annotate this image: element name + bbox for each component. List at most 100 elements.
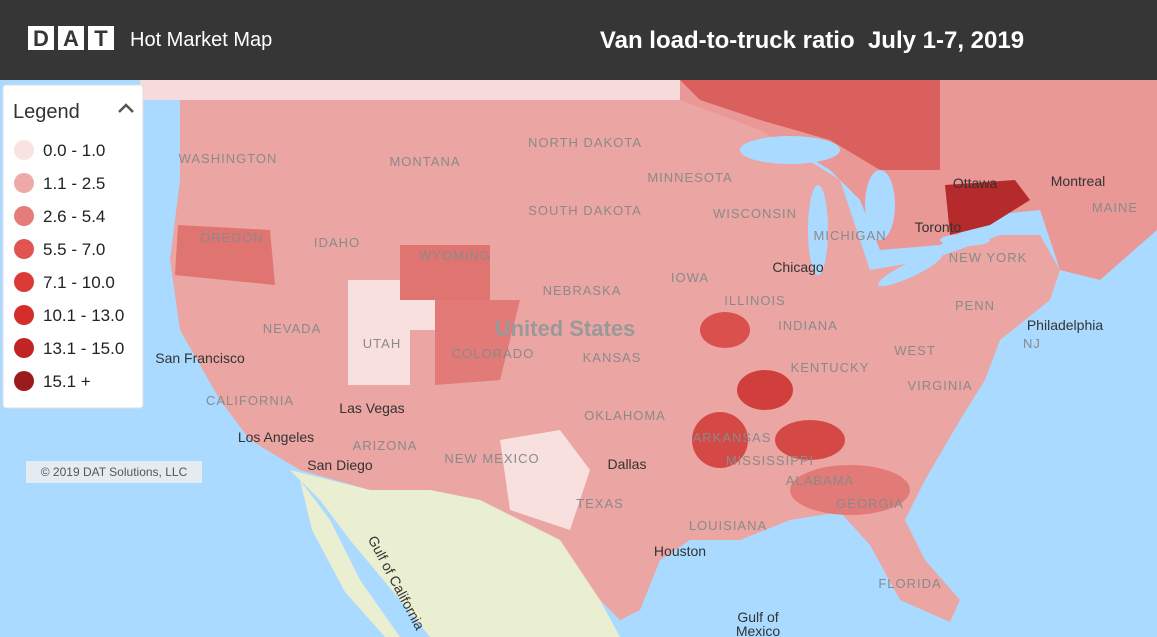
missouri-hot [737, 370, 793, 410]
map-label: United States [495, 316, 636, 341]
map-label: Mexico [736, 623, 781, 637]
map-label: GEORGIA [836, 496, 904, 511]
map-label: UTAH [363, 336, 401, 351]
map-label: NEW YORK [949, 250, 1028, 265]
map-label: Toronto [915, 219, 962, 235]
map-label: Dallas [608, 456, 647, 472]
map-label: SOUTH DAKOTA [528, 203, 642, 218]
map-label: NEVADA [263, 321, 322, 336]
map-label: ARIZONA [353, 438, 418, 453]
map-label: LOUISIANA [689, 518, 767, 533]
colorado [435, 300, 520, 385]
legend-swatch [14, 272, 34, 292]
arkansas-hot [692, 412, 748, 468]
map-label: ARKANSAS [693, 430, 772, 445]
map-label: Las Vegas [339, 400, 404, 416]
utah-light [348, 280, 435, 385]
header [0, 0, 1157, 80]
ontario-hot [945, 180, 1030, 235]
legend-title: Legend [13, 101, 80, 123]
logo-box [58, 26, 84, 50]
map-label: San Francisco [155, 350, 245, 366]
legend-collapse[interactable] [118, 103, 134, 113]
map-labels: WASHINGTON MONTANA NORTH DAKOTA SOUTH DA… [155, 135, 1138, 637]
map-label: CALIFORNIA [206, 393, 294, 408]
map-label: ALABAMA [786, 473, 854, 488]
map-label: OKLAHOMA [584, 408, 666, 423]
wyoming [400, 245, 490, 300]
map-label: MISSISSIPPI [726, 453, 814, 468]
copyright: © 2019 DAT Solutions, LLC [41, 465, 188, 479]
lake-ontario [940, 234, 990, 246]
lake-superior [740, 136, 840, 164]
legend-label: 2.6 - 5.4 [43, 207, 105, 226]
logo-letter: A [63, 26, 79, 51]
map-label: NEW MEXICO [444, 451, 539, 466]
legend-label: 13.1 - 15.0 [43, 339, 124, 358]
map-label: Montreal [1051, 173, 1105, 189]
map-label: MINNESOTA [647, 170, 732, 185]
kansas-city-hot [700, 312, 750, 348]
map-label: MAINE [1092, 200, 1138, 215]
oregon [175, 225, 275, 285]
map-label: MICHIGAN [814, 228, 887, 243]
legend-label: 15.1 + [43, 372, 91, 391]
copyright-bg [26, 461, 202, 483]
map-label: COLORADO [452, 346, 534, 361]
map-label: TEXAS [576, 496, 624, 511]
legend-swatch [14, 305, 34, 325]
map-label: Ottawa [953, 175, 998, 191]
baja [300, 480, 400, 637]
legend-label: 7.1 - 10.0 [43, 273, 115, 292]
legend-box [2, 84, 144, 409]
legend-label: 10.1 - 13.0 [43, 306, 124, 325]
legend-label: 5.5 - 7.0 [43, 240, 105, 259]
legend-swatch [14, 140, 34, 160]
legend-swatch [14, 371, 34, 391]
legend-swatch [14, 206, 34, 226]
map-label: MONTANA [389, 154, 460, 169]
map-label: Chicago [772, 259, 824, 275]
app-title: Hot Market Map [130, 29, 272, 51]
legend-label: 1.1 - 2.5 [43, 174, 105, 193]
map-label: Houston [654, 543, 706, 559]
map-label: WYOMING [419, 248, 491, 263]
map-label: INDIANA [778, 318, 838, 333]
canada-east [680, 80, 940, 170]
map-label: IDAHO [314, 235, 360, 250]
legend-swatch [14, 338, 34, 358]
map-label: OREGON [200, 230, 264, 245]
legend-label: 0.0 - 1.0 [43, 141, 105, 160]
logo-box [28, 26, 54, 50]
map-label: NORTH DAKOTA [528, 135, 642, 150]
map-label: WISCONSIN [713, 206, 797, 221]
lake-michigan [808, 185, 828, 275]
map-label: NJ [1023, 336, 1041, 351]
map-label: VIRGINIA [907, 378, 972, 393]
map-label: KENTUCKY [791, 360, 870, 375]
map-label: Los Angeles [238, 429, 314, 445]
map-title: Van load-to-truck ratio July 1-7, 2019 [600, 27, 1024, 54]
map-label: PENN [955, 298, 995, 313]
map-label: IOWA [671, 270, 709, 285]
map-label: San Diego [307, 457, 373, 473]
map-label: ILLINOIS [724, 293, 785, 308]
logo-box [88, 26, 114, 50]
legend-swatch [14, 173, 34, 193]
legend: Legend 0.0 - 1.0 1.1 - 2.5 2.6 - 5.4 5.5 - … [2, 84, 144, 409]
map-label: WEST [894, 343, 936, 358]
lake-erie [878, 253, 942, 287]
logo-letter: D [33, 26, 49, 51]
lake-huron [865, 170, 895, 240]
map-label: Philadelphia [1027, 317, 1103, 333]
map-label: Gulf of [737, 609, 778, 625]
map-label: KANSAS [583, 350, 642, 365]
map-label: FLORIDA [878, 576, 941, 591]
legend-swatch [14, 239, 34, 259]
mexico [290, 470, 620, 637]
map-label: NEBRASKA [543, 283, 622, 298]
west-texas-light [500, 430, 590, 530]
